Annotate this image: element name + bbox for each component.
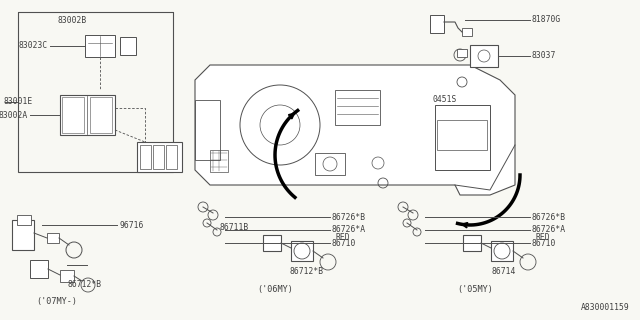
- Bar: [470, 45, 498, 67]
- Bar: [60, 270, 74, 282]
- Text: 86726*B: 86726*B: [532, 212, 566, 221]
- Bar: [462, 28, 472, 36]
- Bar: [12, 220, 34, 250]
- Bar: [30, 260, 48, 278]
- Text: 86726*A: 86726*A: [332, 226, 366, 235]
- Text: 86710: 86710: [332, 238, 356, 247]
- Text: 96716: 96716: [119, 220, 143, 229]
- Bar: [457, 49, 467, 57]
- Text: 83002B: 83002B: [58, 16, 87, 25]
- Text: 86714: 86714: [492, 267, 516, 276]
- Bar: [335, 90, 380, 125]
- Bar: [166, 145, 177, 169]
- Bar: [17, 215, 31, 225]
- Bar: [491, 241, 513, 261]
- Text: 86710: 86710: [532, 238, 556, 247]
- Text: 83002A: 83002A: [0, 110, 28, 119]
- Bar: [60, 95, 115, 135]
- Bar: [90, 97, 112, 133]
- Text: 83037: 83037: [532, 52, 556, 60]
- Text: 81870G: 81870G: [532, 15, 561, 25]
- Text: A830001159: A830001159: [581, 303, 630, 312]
- Text: ('05MY): ('05MY): [457, 285, 493, 294]
- Bar: [120, 37, 136, 55]
- Bar: [62, 97, 84, 133]
- Bar: [137, 142, 182, 172]
- Text: 86726*A: 86726*A: [532, 226, 566, 235]
- Text: 86712*B: 86712*B: [290, 267, 324, 276]
- Bar: [140, 145, 151, 169]
- Text: RED: RED: [335, 234, 349, 243]
- Text: ('06MY): ('06MY): [257, 285, 293, 294]
- Bar: [437, 120, 487, 150]
- Text: 0451S: 0451S: [433, 95, 457, 104]
- Bar: [263, 235, 281, 251]
- Bar: [315, 153, 345, 175]
- Bar: [435, 105, 490, 170]
- Bar: [430, 15, 444, 33]
- Bar: [153, 145, 164, 169]
- Text: ('07MY-): ('07MY-): [36, 297, 77, 306]
- Bar: [47, 233, 59, 243]
- Text: RED: RED: [535, 234, 550, 243]
- Polygon shape: [195, 65, 515, 195]
- Bar: [85, 35, 115, 57]
- Text: 86712*B: 86712*B: [67, 280, 101, 289]
- Text: 86726*B: 86726*B: [332, 212, 366, 221]
- Text: 83001E: 83001E: [3, 98, 32, 107]
- Text: 86711B: 86711B: [220, 222, 249, 231]
- Bar: [195, 100, 220, 160]
- Bar: [210, 150, 228, 172]
- Text: 83023C: 83023C: [19, 42, 48, 51]
- Bar: [18, 12, 173, 172]
- Bar: [463, 235, 481, 251]
- Bar: [291, 241, 313, 261]
